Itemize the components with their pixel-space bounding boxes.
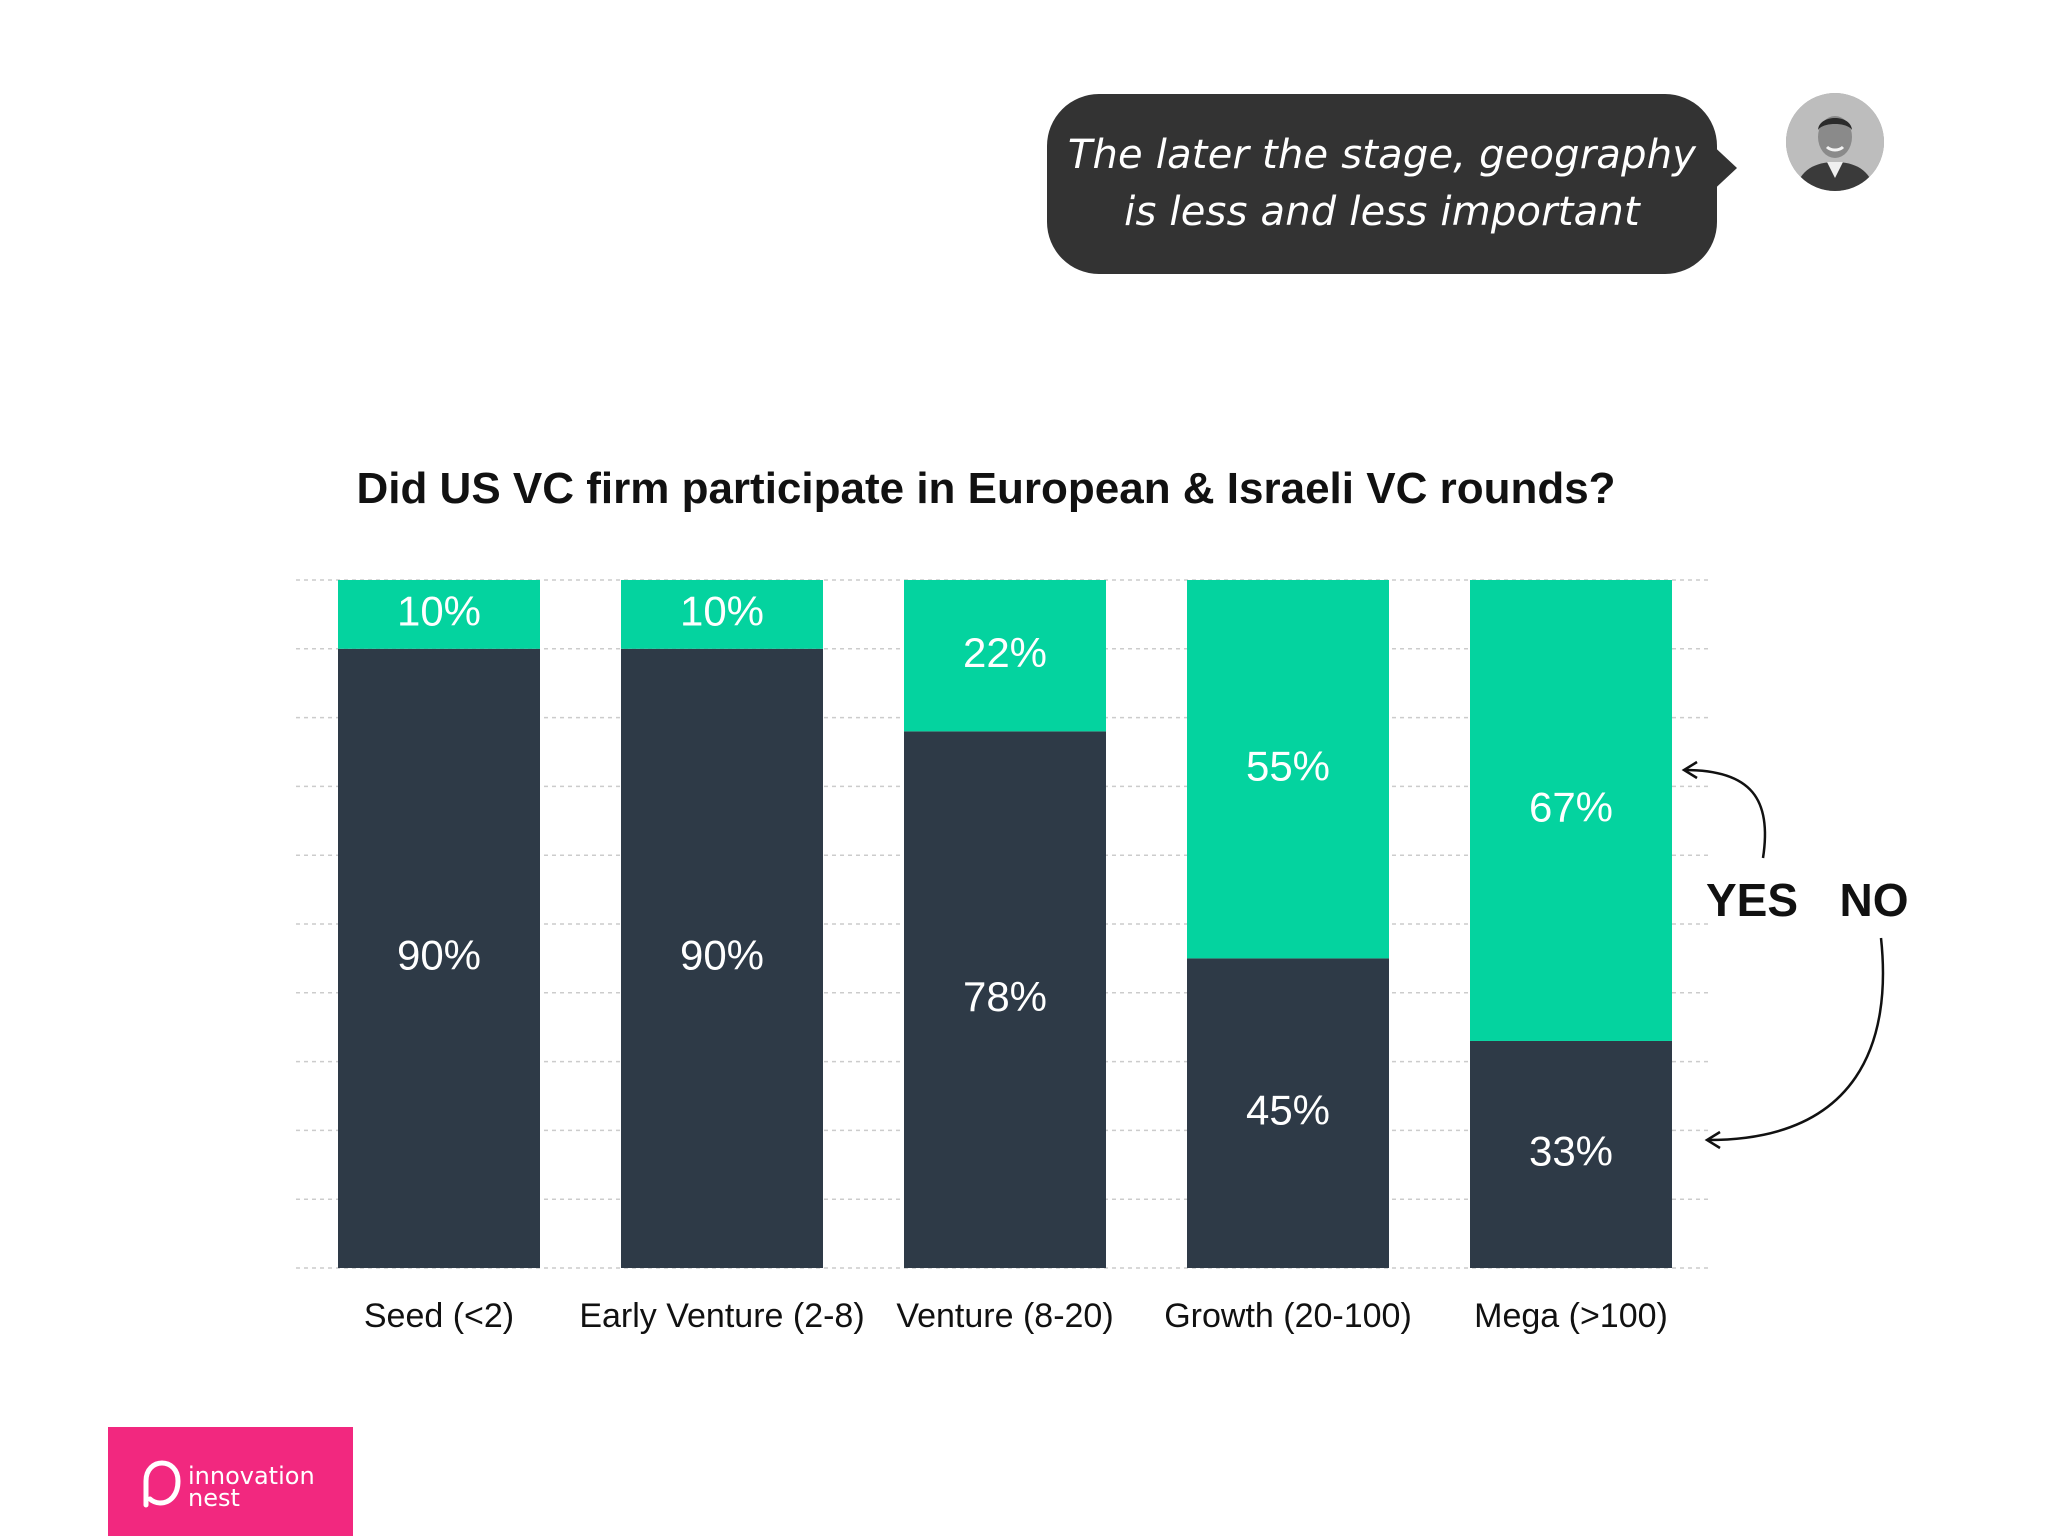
bar-no [1470, 1040, 1672, 1268]
chart-title: Did US VC firm participate in European &… [356, 464, 1615, 513]
bar-no [621, 648, 823, 1268]
bar-yes [904, 580, 1106, 732]
data-label-yes: 55% [1246, 742, 1330, 789]
data-label-no: 78% [963, 973, 1047, 1020]
bar-no [1187, 958, 1389, 1268]
bar-yes [1470, 580, 1672, 1041]
data-label-no: 33% [1529, 1128, 1613, 1175]
data-label-yes: 22% [963, 629, 1047, 676]
data-label-no: 90% [397, 931, 481, 978]
brand-line-2: nest [188, 1484, 240, 1512]
x-tick-label: Seed (<2) [364, 1297, 514, 1335]
legend-no: NO [1840, 874, 1909, 926]
data-label-no: 45% [1246, 1086, 1330, 1133]
x-tick-label: Mega (>100) [1474, 1297, 1668, 1335]
x-tick-label: Early Venture (2-8) [579, 1297, 864, 1335]
no-arrowhead [1704, 1130, 1721, 1150]
data-label-yes: 67% [1529, 784, 1613, 831]
innovation-nest-logo: innovation nest [108, 1427, 353, 1536]
chart-labels: 90% 10% Seed (<2) 90% 10% Early Venture (2-8)… [364, 587, 1668, 1334]
brand-mark-icon [143, 1460, 181, 1508]
yes-arrow [1684, 768, 1767, 859]
data-label-yes: 10% [680, 587, 764, 634]
quote-line-1: The later the stage, geography [1067, 132, 1697, 178]
data-label-yes: 10% [397, 587, 481, 634]
bar-yes [1187, 580, 1389, 959]
bar-yes [338, 580, 540, 649]
brand-line-1: innovation [188, 1462, 315, 1490]
brand-name: innovation nest [188, 1462, 315, 1512]
legend-yes: YES [1706, 874, 1798, 926]
yes-arrowhead [1681, 760, 1698, 780]
bars [338, 580, 1672, 1268]
quote-bubble: The later the stage, geography is less a… [1047, 94, 1737, 274]
bar-yes [621, 580, 823, 649]
x-tick-label: Venture (8-20) [896, 1297, 1113, 1335]
data-label-no: 90% [680, 931, 764, 978]
bar-no [904, 731, 1106, 1268]
x-tick-label: Growth (20-100) [1164, 1297, 1412, 1335]
no-arrow [1707, 937, 1885, 1142]
bar-no [338, 648, 540, 1268]
quote-line-2: is less and less important [1124, 189, 1640, 235]
avatar [1786, 93, 1884, 191]
